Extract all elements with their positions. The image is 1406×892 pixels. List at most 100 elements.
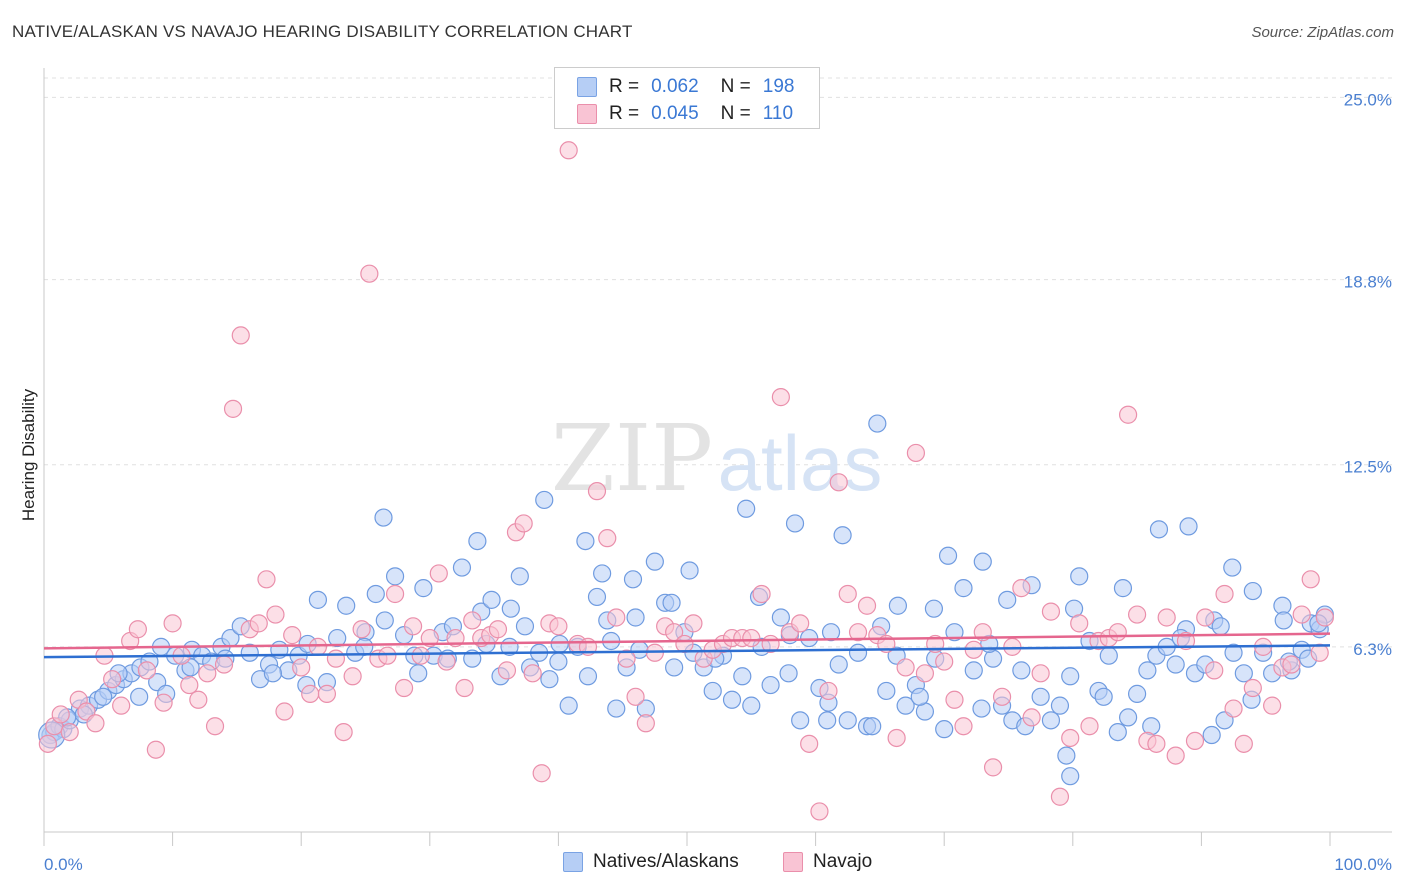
legend-n-label: N = [720,76,751,97]
point-natives-alaskans [863,717,882,736]
point-natives-alaskans [1149,520,1169,539]
point-natives-alaskans [888,596,908,615]
chart-title: NATIVE/ALASKAN VS NAVAJO HEARING DISABIL… [12,22,633,41]
y-tick-label: 6.3% [1353,640,1392,659]
y-tick-label: 12.5% [1344,458,1392,477]
point-navajo [146,740,165,759]
point-natives-alaskans [1118,708,1138,727]
point-natives-alaskans [1099,646,1118,665]
point-natives-alaskans [355,637,374,656]
point-natives-alaskans [924,599,944,618]
point-navajo [1282,655,1301,674]
point-natives-alaskans [374,508,393,527]
point-navajo [343,667,362,686]
x-tick-label-min: 0.0% [44,855,83,874]
point-navajo [598,529,617,548]
point-navajo [1070,614,1089,633]
point-navajo [180,675,199,695]
point-navajo [163,614,182,633]
point-navajo [906,443,926,463]
point-natives-alaskans [1211,617,1230,636]
point-navajo [446,628,465,648]
point-navajo [1263,696,1282,715]
point-navajo [1224,699,1243,718]
watermark-zip: ZIP [551,405,713,512]
point-natives-alaskans [818,711,837,730]
point-natives-alaskans [1243,581,1262,601]
point-natives-alaskans [829,655,848,674]
point-natives-alaskans [578,667,598,686]
point-navajo [791,614,810,633]
legend-item-natives[interactable]: Natives/Alaskans [563,851,739,873]
watermark: ZIP atlas [551,405,882,512]
point-natives-alaskans [779,664,798,683]
point-navajo [915,664,935,683]
point-navajo [198,664,217,683]
point-natives-alaskans [1138,661,1157,680]
point-navajo [887,728,906,748]
point-natives-alaskans [1108,722,1127,742]
point-natives-alaskans [833,526,852,545]
point-natives-alaskans [587,587,607,607]
legend-n-value: 110 [762,103,794,124]
point-natives-alaskans [409,664,428,683]
point-navajo [463,611,482,630]
point-natives-alaskans [1057,746,1076,765]
legend-label-navajo: Navajo [813,851,873,872]
point-natives-alaskans [1041,711,1061,730]
point-navajo [1196,608,1215,627]
point-navajo [1080,717,1099,736]
point-natives-alaskans [308,590,328,609]
point-navajo [292,658,311,677]
point-navajo [549,617,568,636]
legend-label-natives: Natives/Alaskans [593,851,739,872]
point-natives-alaskans [1031,687,1050,706]
trend-line-natives-alaskans [43,644,1331,659]
point-natives-alaskans [938,546,958,565]
trend-line-navajo [43,632,1331,650]
point-navajo [1301,570,1320,589]
point-navajo [848,623,868,642]
point-navajo [1243,678,1262,698]
point-navajo [810,802,829,821]
point-natives-alaskans [626,608,645,627]
point-natives-alaskans [1223,558,1242,577]
legend-item-navajo[interactable]: Navajo [783,851,872,873]
point-natives-alaskans [800,628,819,648]
point-navajo [684,614,703,633]
point-natives-alaskans [1234,664,1253,683]
point-navajo [1185,731,1205,751]
point-natives-alaskans [733,667,752,686]
point-natives-alaskans [1127,684,1147,703]
point-natives-alaskans [848,643,868,662]
point-natives-alaskans [998,590,1017,609]
point-navajo [60,722,79,742]
series-legend: Natives/Alaskans Navajo [0,851,1406,877]
point-navajo [1061,728,1080,748]
point-natives-alaskans [703,681,722,701]
point-navajo [896,658,915,677]
point-natives-alaskans [1113,579,1133,598]
legend-n-value: 198 [762,76,795,97]
point-navajo [301,684,320,703]
point-natives-alaskans [94,687,113,706]
axes [43,68,1392,833]
point-navajo [437,652,456,671]
point-natives-alaskans [240,643,259,662]
point-natives-alaskans [414,579,433,598]
point-natives-alaskans [482,590,501,609]
point-navajo [587,482,607,501]
point-natives-alaskans [130,687,149,706]
point-natives-alaskans [549,652,568,671]
point-navajo [954,717,973,736]
legend-swatch-pink [783,852,803,872]
point-navajo [308,637,328,656]
point-natives-alaskans [452,558,472,577]
point-navajo [429,564,448,583]
legend-r-value: 0.062 [651,76,699,97]
point-natives-alaskans [510,567,529,586]
y-axis-label: Hearing Disability [19,388,38,521]
legend-swatch-pink [577,104,597,124]
point-navajo [352,620,371,639]
